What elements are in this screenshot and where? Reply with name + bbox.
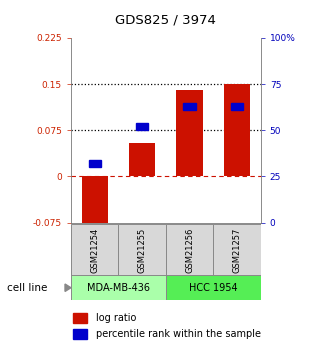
FancyBboxPatch shape — [71, 275, 166, 300]
Bar — [73, 329, 87, 339]
Bar — [177, 90, 203, 176]
FancyBboxPatch shape — [118, 224, 166, 276]
FancyBboxPatch shape — [213, 224, 261, 276]
Polygon shape — [65, 284, 71, 292]
Text: GSM21255: GSM21255 — [138, 227, 147, 273]
Bar — [73, 313, 87, 323]
Bar — [231, 102, 243, 110]
Text: GSM21257: GSM21257 — [232, 227, 242, 273]
FancyBboxPatch shape — [71, 224, 118, 276]
Bar — [183, 102, 196, 110]
Text: MDA-MB-436: MDA-MB-436 — [87, 283, 150, 293]
Text: percentile rank within the sample: percentile rank within the sample — [96, 329, 261, 339]
Bar — [82, 176, 108, 238]
Text: GSM21254: GSM21254 — [90, 227, 99, 273]
Bar — [88, 160, 101, 167]
Text: GDS825 / 3974: GDS825 / 3974 — [115, 14, 215, 27]
FancyBboxPatch shape — [166, 275, 261, 300]
Text: HCC 1954: HCC 1954 — [189, 283, 238, 293]
Text: cell line: cell line — [7, 283, 48, 293]
Text: GSM21256: GSM21256 — [185, 227, 194, 273]
Bar — [136, 123, 148, 130]
FancyBboxPatch shape — [166, 224, 213, 276]
Bar — [129, 142, 155, 176]
Text: log ratio: log ratio — [96, 313, 136, 323]
Bar — [224, 84, 250, 176]
